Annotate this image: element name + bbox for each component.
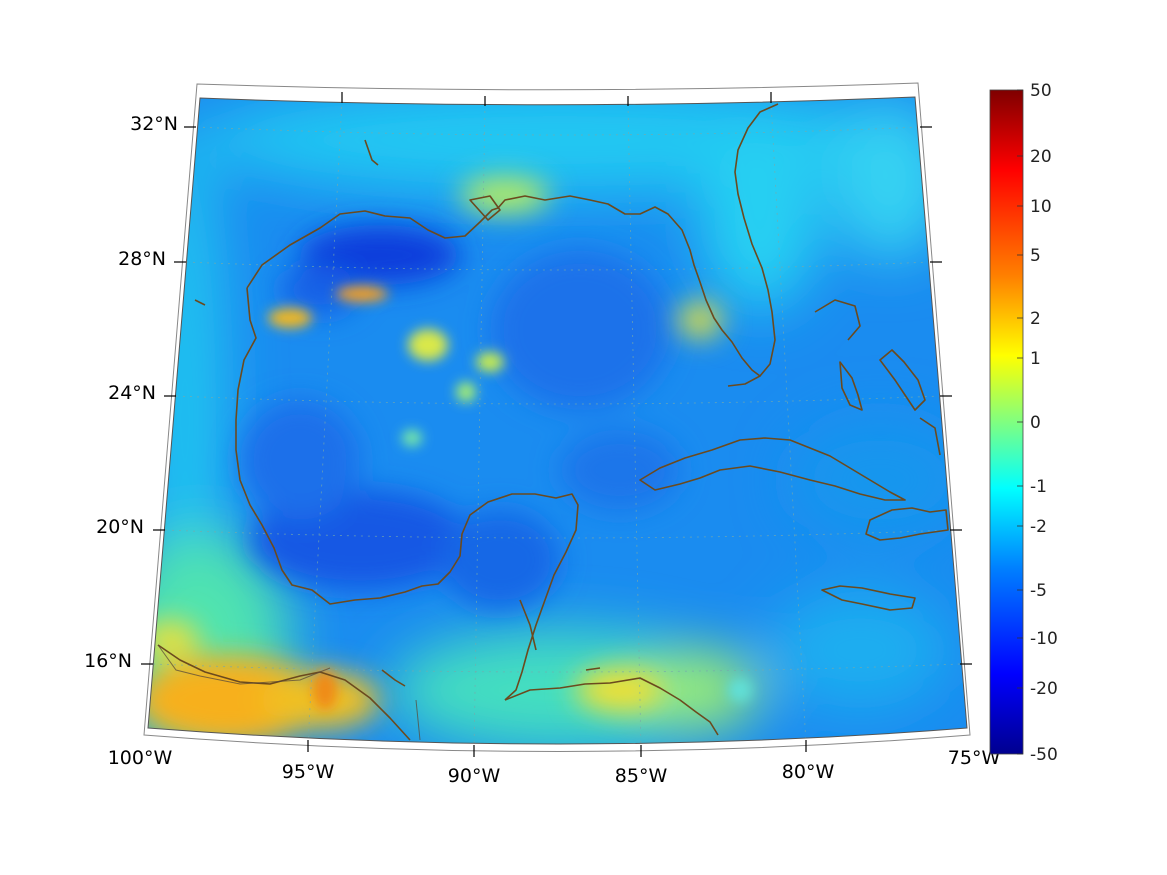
- map-frame: [143, 82, 971, 752]
- colorbar-tick-label: 50: [1030, 81, 1052, 101]
- colorbar-tick-label: 5: [1030, 246, 1041, 266]
- lon-label-75: 75°W: [948, 747, 1001, 769]
- lat-label-32: 32°N: [130, 113, 178, 135]
- colorbar-tick-label: -50: [1030, 745, 1058, 765]
- colorbar-tick-label: -1: [1030, 477, 1047, 497]
- coastlines: [157, 103, 949, 741]
- graticule: [152, 99, 961, 744]
- lat-labels: 32°N 28°N 24°N 20°N 16°N: [84, 113, 178, 672]
- lon-label-90: 90°W: [448, 765, 501, 787]
- lat-label-20: 20°N: [96, 516, 144, 538]
- lon-ticks: [307, 92, 807, 757]
- lat-label-16: 16°N: [84, 650, 132, 672]
- lat-label-24: 24°N: [108, 382, 156, 404]
- colorbar-tick-label: 20: [1030, 147, 1052, 167]
- colorbar-tick-label: -2: [1030, 517, 1047, 537]
- lat-label-28: 28°N: [118, 248, 166, 270]
- lon-label-100: 100°W: [108, 747, 173, 769]
- country-borders: [157, 644, 421, 741]
- colorbar-tick-label: -10: [1030, 629, 1058, 649]
- colorbar-tick-label: 1: [1030, 349, 1041, 369]
- colorbar-tick-label: 2: [1030, 309, 1041, 329]
- lon-label-95: 95°W: [282, 761, 335, 783]
- colorbar-tick-label: -5: [1030, 581, 1047, 601]
- lon-labels: 100°W 95°W 90°W 85°W 80°W 75°W: [108, 747, 1001, 787]
- colorbar-tick-label: 0: [1030, 413, 1041, 433]
- colorbar-tick-label: -20: [1030, 679, 1058, 699]
- colorbar-tick-label: 10: [1030, 197, 1052, 217]
- lon-label-80: 80°W: [782, 761, 835, 783]
- lat-ticks: [141, 126, 972, 665]
- data-field: [148, 97, 967, 744]
- lon-label-85: 85°W: [615, 765, 668, 787]
